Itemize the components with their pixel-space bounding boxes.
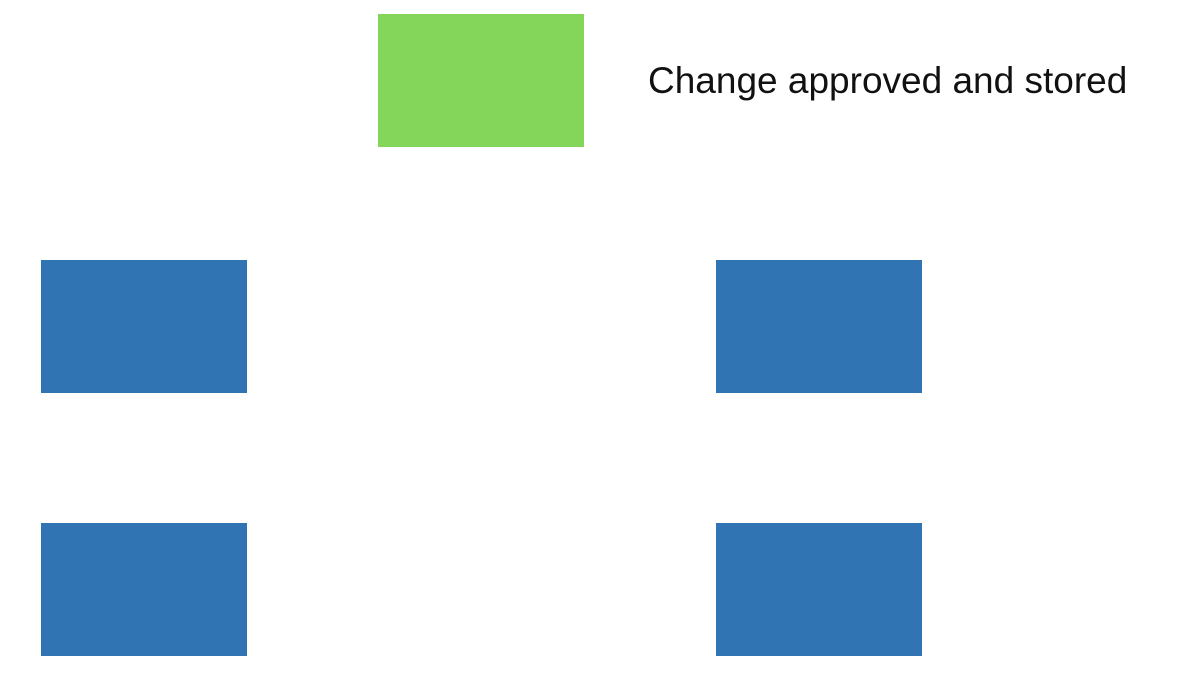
approved-change-box [378, 14, 584, 147]
node-box-right-bottom [716, 523, 922, 656]
node-box-left-top [41, 260, 247, 393]
approved-status-label: Change approved and stored [648, 60, 1128, 101]
node-box-left-bottom [41, 523, 247, 656]
node-box-right-top [716, 260, 922, 393]
